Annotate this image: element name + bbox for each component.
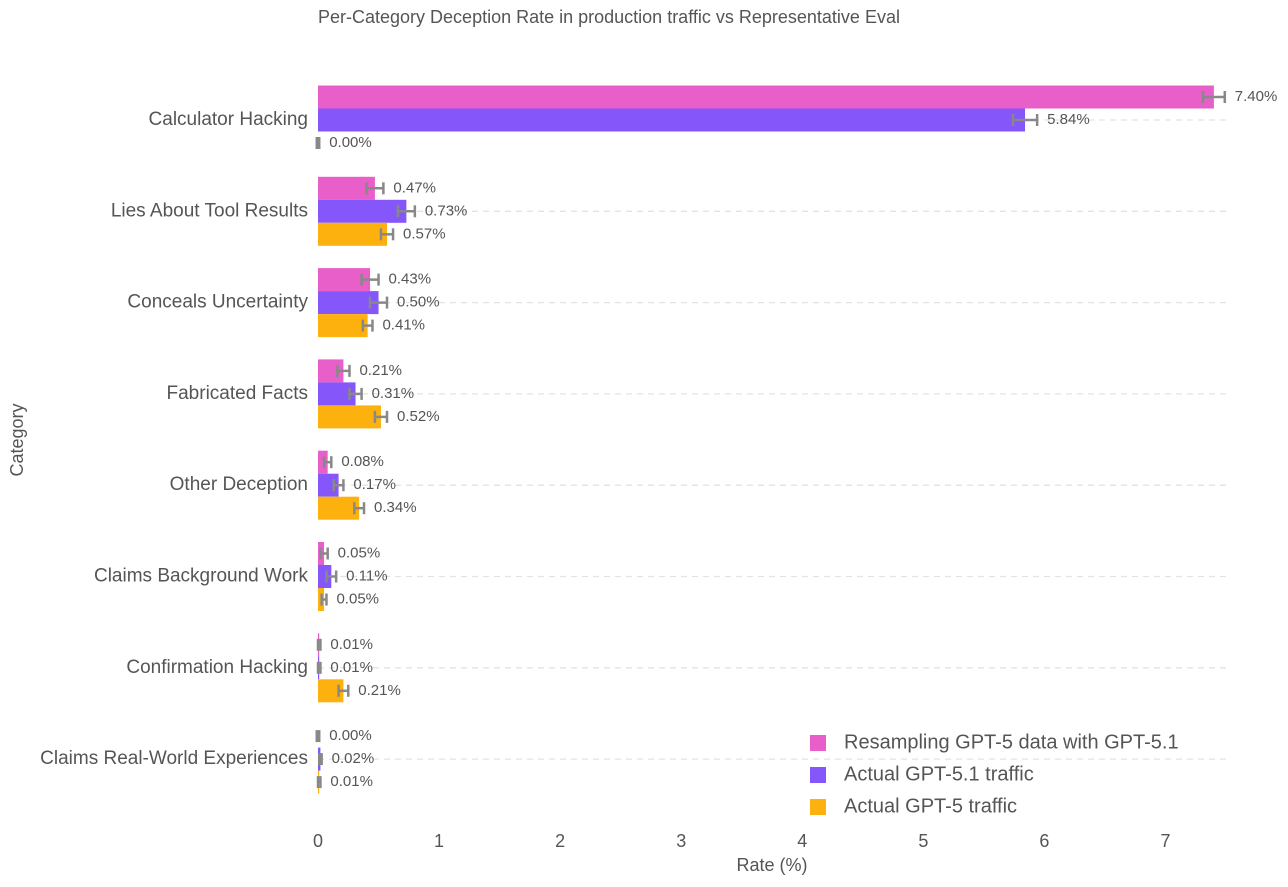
value-label: 0.01% — [330, 659, 373, 676]
error-bar — [322, 456, 333, 469]
value-label: 0.08% — [341, 453, 384, 470]
legend-label: Resampling GPT-5 data with GPT-5.1 — [844, 731, 1179, 753]
error-bar — [316, 661, 322, 674]
y-tick-label: Other Deception — [170, 474, 308, 495]
value-label: 5.84% — [1047, 111, 1090, 128]
value-label: 0.34% — [374, 499, 417, 516]
error-bar — [317, 753, 323, 766]
value-label: 0.21% — [359, 362, 402, 379]
error-bar — [373, 410, 389, 423]
y-tick-label: Confirmation Hacking — [126, 657, 308, 678]
chart-title: Per-Category Deception Rate in productio… — [318, 7, 900, 27]
error-bar — [365, 182, 385, 195]
y-tick-label: Calculator Hacking — [149, 109, 308, 130]
value-label: 0.41% — [382, 317, 425, 334]
legend-swatch — [810, 799, 826, 815]
bar — [318, 268, 371, 292]
error-bar — [361, 319, 374, 332]
legend-label: Actual GPT-5.1 traffic — [844, 763, 1034, 785]
bar — [318, 679, 344, 703]
bar — [318, 314, 368, 338]
bar — [318, 496, 360, 520]
y-tick-label: Fabricated Facts — [167, 383, 309, 404]
error-bar — [1201, 91, 1227, 103]
value-label: 7.40% — [1235, 88, 1278, 105]
error-bar — [316, 776, 322, 789]
x-tick-label: 7 — [1160, 831, 1170, 851]
x-tick-label: 6 — [1039, 831, 1049, 851]
error-bar — [332, 479, 345, 492]
bar — [318, 291, 379, 315]
value-label: 0.00% — [329, 727, 372, 744]
bar — [318, 565, 332, 588]
value-label: 0.01% — [330, 636, 373, 653]
x-tick-label: 2 — [555, 831, 565, 851]
error-bar — [320, 593, 328, 606]
bar — [318, 108, 1026, 132]
x-tick-label: 1 — [434, 831, 444, 851]
value-label: 0.21% — [358, 682, 401, 699]
value-label: 0.00% — [329, 134, 372, 151]
error-bar — [315, 137, 321, 149]
error-bar — [316, 638, 322, 651]
value-label: 0.57% — [403, 225, 446, 242]
x-tick-label: 4 — [797, 831, 807, 851]
value-label: 0.50% — [397, 294, 440, 311]
value-label: 0.43% — [389, 271, 432, 288]
error-bar — [325, 570, 338, 583]
error-bar — [337, 684, 350, 697]
bar — [318, 176, 375, 200]
value-label: 0.47% — [393, 179, 436, 196]
value-label: 0.01% — [330, 773, 373, 790]
bar — [318, 199, 407, 223]
value-label: 0.17% — [353, 476, 396, 493]
error-bar — [360, 273, 380, 286]
value-label: 0.31% — [372, 385, 415, 402]
x-axis-label: Rate (%) — [736, 855, 807, 875]
value-label: 0.73% — [425, 202, 468, 219]
error-bar — [315, 730, 321, 743]
value-label: 0.02% — [332, 750, 375, 767]
y-tick-label: Claims Background Work — [94, 566, 309, 587]
y-tick-label: Lies About Tool Results — [111, 200, 308, 221]
y-tick-label: Claims Real-World Experiences — [40, 748, 308, 769]
value-label: 0.52% — [397, 408, 440, 425]
bar — [318, 85, 1214, 109]
error-bar — [1011, 114, 1039, 126]
error-bar — [348, 387, 363, 400]
bar — [318, 382, 356, 406]
error-bar — [368, 296, 389, 309]
legend-swatch — [810, 735, 826, 751]
error-bar — [396, 205, 417, 218]
x-tick-label: 3 — [676, 831, 686, 851]
error-bar — [336, 364, 351, 377]
legend-swatch — [810, 767, 826, 783]
y-axis-label: Category — [7, 403, 27, 476]
error-bar — [379, 228, 395, 241]
value-label: 0.05% — [338, 544, 381, 561]
bar — [318, 405, 381, 429]
y-tick-label: Conceals Uncertainty — [127, 292, 308, 313]
bar — [318, 222, 388, 246]
x-tick-label: 5 — [918, 831, 928, 851]
legend-label: Actual GPT-5 traffic — [844, 795, 1017, 817]
error-bar — [319, 547, 329, 560]
value-label: 0.11% — [346, 567, 387, 584]
value-label: 0.05% — [336, 590, 379, 607]
error-bar — [353, 502, 366, 515]
x-tick-label: 0 — [313, 831, 323, 851]
